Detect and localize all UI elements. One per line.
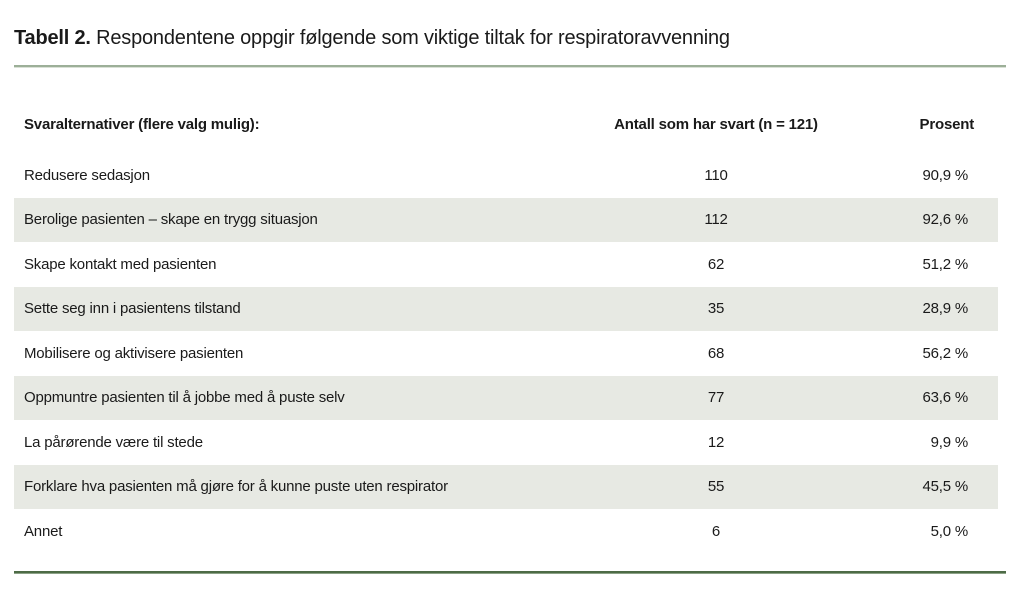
row-count: 110 (704, 166, 728, 184)
row-count: 62 (707, 255, 725, 273)
row-label: Skape kontakt med pasienten (24, 255, 217, 273)
row-percent: 63,6 % (922, 389, 969, 407)
table-title: Tabell 2. Respondentene oppgir følgende … (14, 25, 1010, 52)
column-header-percent: Prosent (919, 115, 975, 133)
row-count: 35 (707, 300, 725, 318)
row-count: 77 (707, 389, 725, 407)
table-row: Annet 6 5,0 % (14, 509, 998, 554)
row-percent: 92,6 % (922, 211, 969, 229)
column-header-answers: Svaralternativer (flere valg mulig): (24, 115, 260, 133)
row-percent: 9,9 % (930, 433, 969, 451)
results-table: Svaralternativer (flere valg mulig): Ant… (14, 112, 998, 554)
table-row: Mobilisere og aktivisere pasienten 68 56… (14, 331, 998, 376)
table-header-row: Svaralternativer (flere valg mulig): Ant… (14, 112, 998, 136)
row-label: Oppmuntre pasienten til å jobbe med å pu… (24, 389, 345, 407)
top-rule-divider (14, 65, 1006, 68)
table-row: Skape kontakt med pasienten 62 51,2 % (14, 242, 998, 287)
table-row: Sette seg inn i pasientens tilstand 35 2… (14, 286, 998, 331)
table-row: Forklare hva pasienten må gjøre for å ku… (14, 464, 998, 509)
row-count: 6 (711, 522, 721, 540)
row-count: 55 (707, 478, 725, 496)
table-row: Berolige pasienten – skape en trygg situ… (14, 197, 998, 242)
row-percent: 5,0 % (930, 522, 969, 540)
table-row: Redusere sedasjon 110 90,9 % (14, 153, 998, 198)
row-label: Forklare hva pasienten må gjøre for å ku… (24, 478, 448, 496)
column-header-count: Antall som har svart (n = 121) (614, 115, 818, 133)
table-row: La pårørende være til stede 12 9,9 % (14, 420, 998, 465)
row-count: 112 (704, 211, 728, 229)
row-label: Annet (24, 522, 63, 540)
row-count: 12 (707, 433, 725, 451)
row-label: Berolige pasienten – skape en trygg situ… (24, 211, 318, 229)
row-percent: 28,9 % (922, 300, 969, 318)
table-number-label: Tabell 2. (14, 27, 91, 49)
row-percent: 51,2 % (922, 255, 969, 273)
row-percent: 90,9 % (922, 166, 969, 184)
row-percent: 56,2 % (922, 344, 969, 362)
row-label: La pårørende være til stede (24, 433, 203, 451)
table-row: Oppmuntre pasienten til å jobbe med å pu… (14, 375, 998, 420)
row-label: Sette seg inn i pasientens tilstand (24, 300, 241, 318)
table-caption-text: Respondentene oppgir følgende som viktig… (96, 27, 730, 49)
bottom-rule-divider (14, 570, 1006, 574)
row-label: Redusere sedasjon (24, 166, 150, 184)
table-figure: Tabell 2. Respondentene oppgir følgende … (0, 25, 1024, 601)
row-count: 68 (707, 344, 725, 362)
row-percent: 45,5 % (922, 478, 969, 496)
row-label: Mobilisere og aktivisere pasienten (24, 344, 244, 362)
